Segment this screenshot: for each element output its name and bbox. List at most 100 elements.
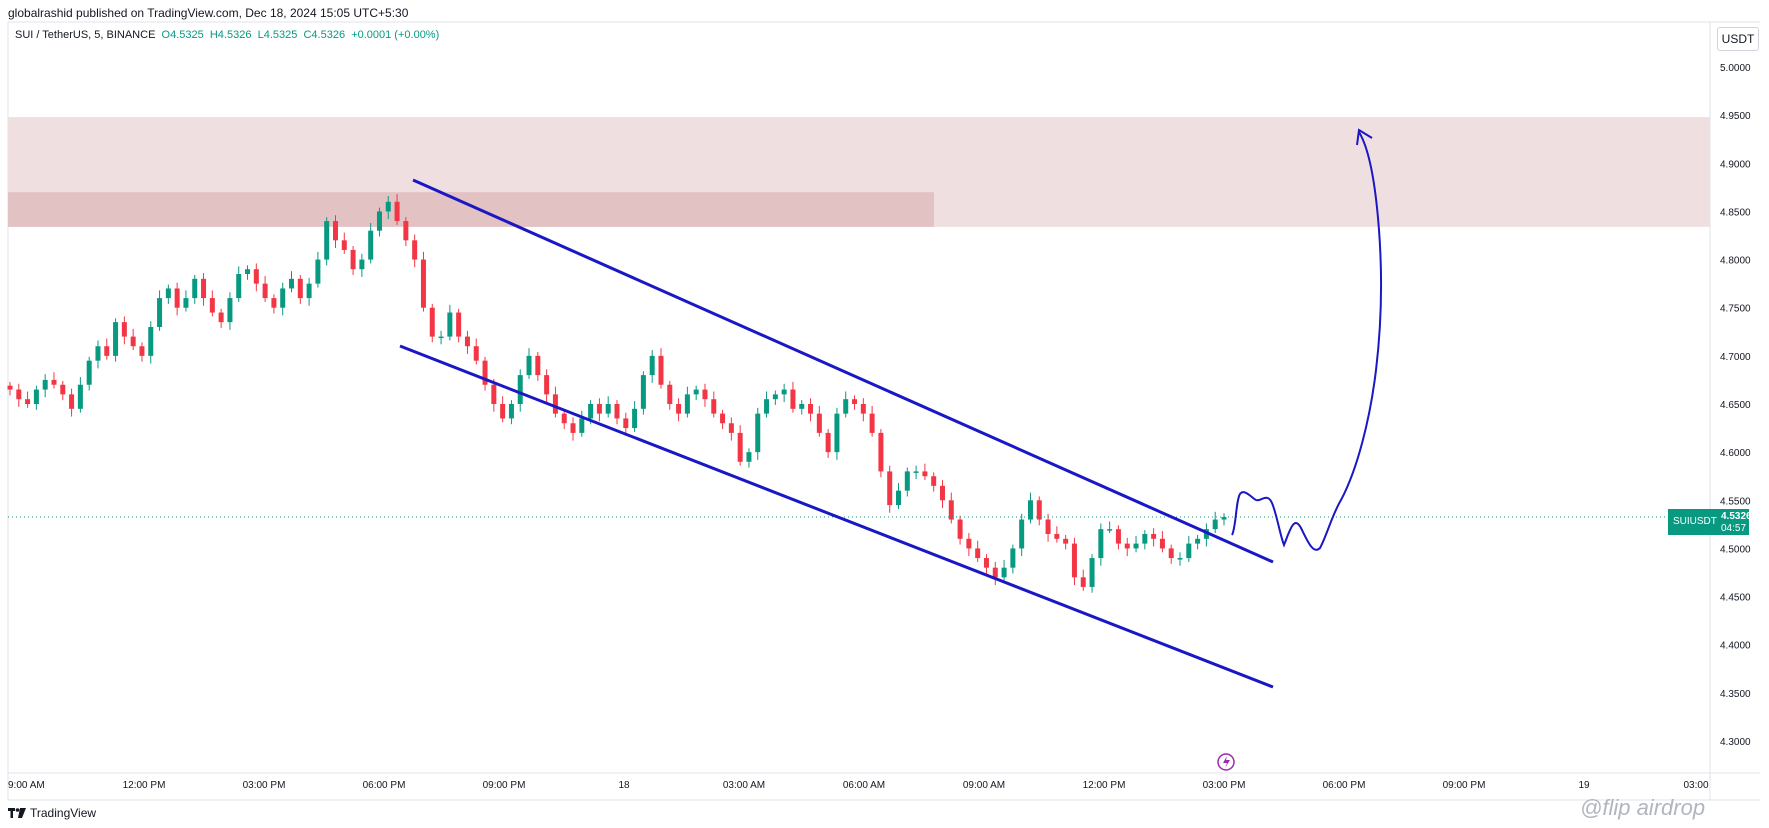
candle xyxy=(227,292,233,330)
candle xyxy=(456,308,462,343)
candle xyxy=(121,316,127,345)
candle-body xyxy=(931,476,937,486)
candle xyxy=(913,465,919,480)
price-axis[interactable]: 5.0000 4.9500 4.9000 4.8500 4.8000 4.7500 4.70… xyxy=(1720,63,1751,748)
candle-body xyxy=(1098,529,1104,559)
candle-body xyxy=(491,384,497,404)
candle-body xyxy=(649,355,655,376)
candle-body xyxy=(992,567,998,578)
candle xyxy=(209,290,215,317)
candle-body xyxy=(209,298,215,313)
candle-body xyxy=(33,389,39,404)
candle xyxy=(253,263,259,292)
time-axis[interactable]: 9:00 AM 12:00 PM 03:00 PM 06:00 PM 09:00 PM 1… xyxy=(8,780,1709,791)
candle-body xyxy=(667,384,673,404)
candle xyxy=(834,407,840,460)
channel-lower-line[interactable] xyxy=(399,344,1274,689)
candle-body xyxy=(781,389,787,395)
candle xyxy=(605,396,611,418)
projection-path[interactable] xyxy=(1231,131,1382,551)
currency-button[interactable]: USDT xyxy=(1717,27,1759,51)
candle xyxy=(262,275,268,302)
candle-body xyxy=(289,278,295,289)
candle-body xyxy=(95,346,101,361)
candle xyxy=(684,386,690,418)
candle-body xyxy=(1168,548,1174,559)
candle-body xyxy=(508,404,514,419)
symbol-title[interactable]: SUI / TetherUS, 5, BINANCE xyxy=(15,29,156,41)
candle-body xyxy=(113,322,119,356)
candle-body xyxy=(1001,567,1007,578)
ohlc-high: H4.5326 xyxy=(209,29,252,41)
candle xyxy=(764,391,770,418)
candle xyxy=(596,398,602,422)
candle-body xyxy=(165,288,171,299)
price-tick-label: 4.3000 xyxy=(1720,737,1751,748)
candle xyxy=(896,482,902,509)
candle-body xyxy=(588,404,594,419)
candle xyxy=(772,390,778,405)
symbol-legend: SUI / TetherUS, 5, BINANCE O4.5325 H4.53… xyxy=(15,29,439,41)
candle-body xyxy=(306,283,312,299)
candle xyxy=(825,429,831,458)
candle-body xyxy=(25,399,31,404)
candle xyxy=(341,232,347,254)
candle-body xyxy=(456,312,462,337)
candle xyxy=(218,308,224,328)
candle xyxy=(1195,534,1201,550)
candle-body xyxy=(201,278,207,299)
candle xyxy=(508,400,514,425)
candle-body xyxy=(130,336,136,347)
candle-body xyxy=(86,360,92,385)
candle-body xyxy=(676,404,682,414)
time-tick-label: 09:00 PM xyxy=(1443,780,1486,791)
candle xyxy=(1010,544,1016,574)
ohlc-close: C4.5326 xyxy=(303,29,346,41)
candle-body xyxy=(1186,543,1192,559)
candle xyxy=(332,215,338,249)
candle xyxy=(157,290,163,331)
price-tick-label: 4.3500 xyxy=(1720,689,1751,700)
candle-body xyxy=(236,274,242,299)
candle xyxy=(816,405,822,437)
candle-body xyxy=(544,375,550,395)
candle-body xyxy=(684,394,690,414)
candle-body xyxy=(332,221,338,241)
time-tick-label: 19 xyxy=(1578,780,1590,791)
candle-body xyxy=(834,413,840,453)
candle xyxy=(77,377,83,413)
candle xyxy=(1107,521,1113,534)
candle-body xyxy=(852,399,858,404)
candle xyxy=(148,321,154,364)
time-tick-label: 03:00 AM xyxy=(723,780,765,791)
candle-body xyxy=(843,399,849,414)
candle xyxy=(245,265,251,280)
candle xyxy=(1186,535,1192,562)
candle xyxy=(1221,513,1227,526)
candle-body xyxy=(60,384,66,395)
candle xyxy=(403,217,409,247)
candle-body xyxy=(174,288,180,308)
candle xyxy=(720,409,726,430)
lightning-icon[interactable] xyxy=(1217,753,1235,771)
price-tick-label: 4.4500 xyxy=(1720,593,1751,604)
candle-body xyxy=(808,404,814,414)
candle-body xyxy=(632,408,638,429)
candle xyxy=(1203,523,1209,547)
time-tick-label: 03:00 PM xyxy=(1203,780,1246,791)
time-tick-label: 06:00 AM xyxy=(843,780,885,791)
candle xyxy=(315,251,321,288)
tradingview-logo-icon xyxy=(8,808,26,818)
candle-body xyxy=(948,500,954,520)
candle-body xyxy=(473,346,479,361)
candle-body xyxy=(658,355,664,385)
candle xyxy=(464,330,470,354)
candle xyxy=(860,398,866,422)
tradingview-logo[interactable]: TradingView xyxy=(8,806,96,820)
candle xyxy=(376,207,382,237)
channel-upper-line[interactable] xyxy=(412,178,1274,564)
candle xyxy=(280,282,286,316)
candle xyxy=(183,290,189,312)
supply-zone-inner[interactable] xyxy=(8,192,934,227)
